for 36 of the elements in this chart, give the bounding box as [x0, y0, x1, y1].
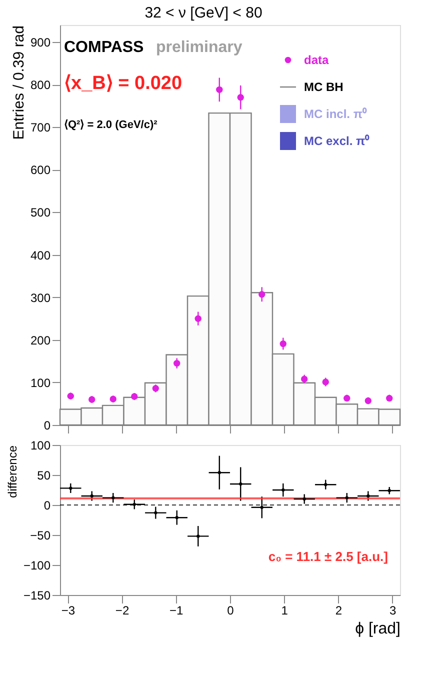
ref-line-label: c₀ = 11.1 ± 2.5 [a.u.] [268, 549, 388, 564]
legend-label: MC excl. π⁰ [304, 134, 370, 148]
x-tick-label: 3 [389, 604, 396, 618]
y-tick-label: 100 [30, 438, 51, 452]
y-tick-label: 500 [30, 206, 51, 220]
y-tick-label: −50 [30, 528, 51, 542]
x-tick-label: 1 [281, 604, 288, 618]
annotation: preliminary [156, 39, 242, 56]
legend-label: data [304, 53, 329, 67]
chart-title: 32 < ν [GeV] < 80 [144, 4, 262, 22]
y-tick-label: 0 [44, 498, 51, 512]
annotation: ⟨x_B⟩ = 0.020 [64, 73, 182, 94]
y-tick-label: 400 [30, 248, 51, 262]
x-tick-label: 2 [335, 604, 342, 618]
y-tick-label: 700 [30, 120, 51, 135]
legend-label: MC incl. π⁰ [304, 107, 368, 121]
y-tick-label: −150 [23, 588, 51, 602]
annotation: ⟨Q²⟩ = 2.0 (GeV/c)² [64, 119, 158, 131]
y-tick-label: 800 [30, 78, 51, 92]
y-axis-title: difference [5, 445, 20, 498]
x-tick-label: −2 [115, 604, 130, 618]
y-tick-label: 600 [30, 163, 51, 178]
y-tick-label: 200 [30, 333, 51, 348]
y-tick-label: 900 [30, 36, 51, 50]
y-tick-label: −100 [23, 558, 51, 572]
x-tick-label: −3 [61, 604, 76, 618]
y-tick-label: 0 [44, 418, 51, 432]
x-tick-label: 0 [227, 604, 234, 618]
y-axis-title: Entries / 0.39 rad [10, 26, 28, 140]
x-axis-title: ϕ [rad] [355, 620, 400, 638]
annotation: COMPASS [64, 39, 144, 56]
y-tick-label: 300 [30, 290, 51, 305]
y-tick-label: 100 [30, 376, 51, 390]
x-tick-label: −1 [170, 604, 184, 618]
legend-label: MC BH [304, 80, 344, 94]
y-tick-label: 50 [37, 468, 51, 482]
